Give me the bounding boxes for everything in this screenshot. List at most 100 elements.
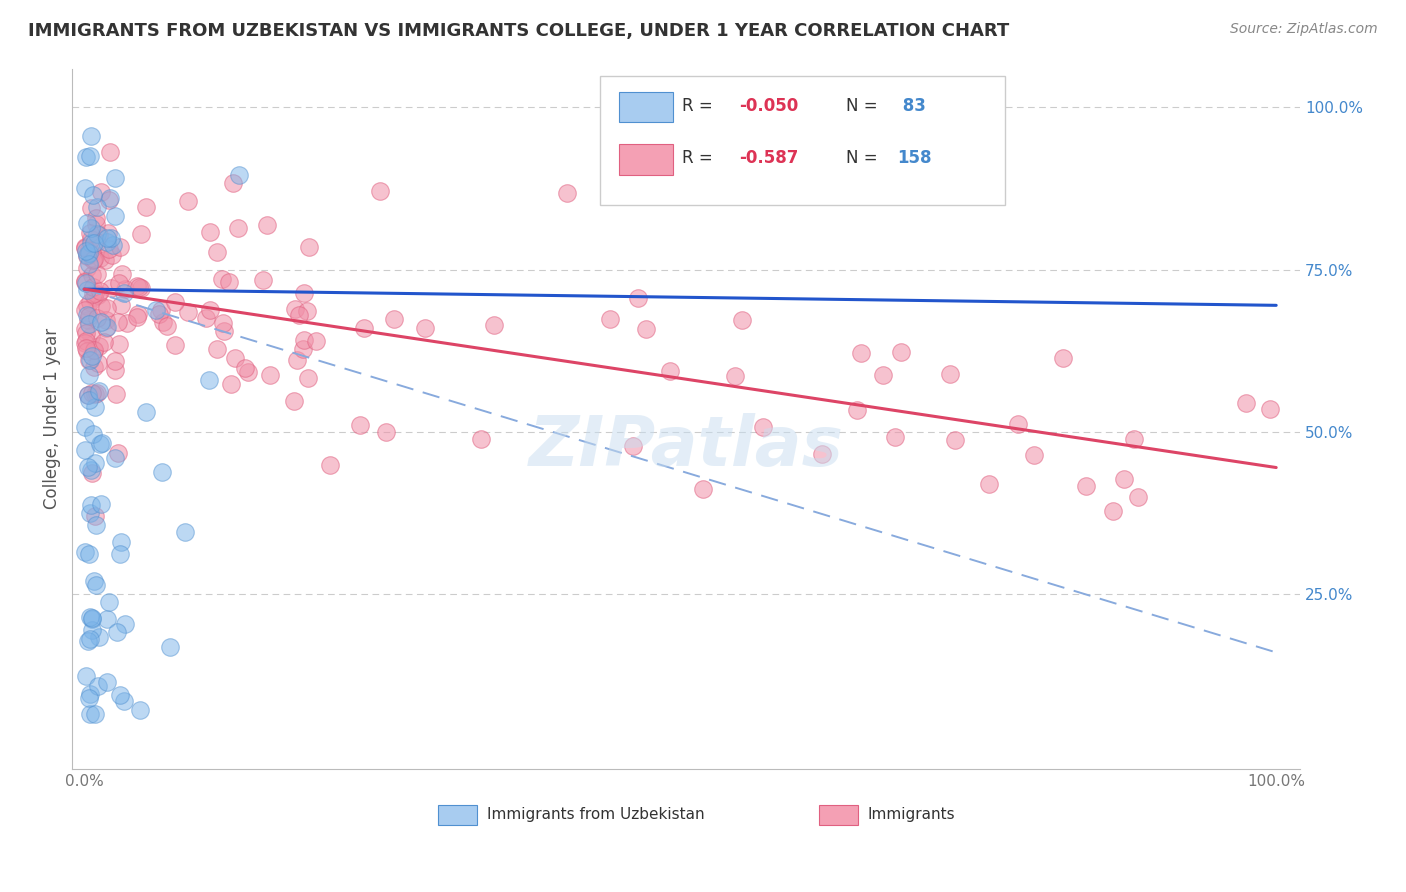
Point [148, 307, 170, 321]
Point [112, 285, 135, 300]
Point [82, 287, 104, 301]
Point [111, 267, 134, 281]
Point [76, 249, 98, 263]
Point [890, 344, 912, 359]
Point [1024, 448, 1046, 462]
Point [198, 225, 221, 239]
Point [482, 318, 505, 333]
Point [76, 299, 98, 313]
Point [382, 312, 405, 326]
Point [97, 226, 120, 240]
Point [724, 369, 747, 384]
Point [76, 308, 98, 322]
Point [112, 694, 135, 708]
Point [150, 465, 173, 479]
Point [83, 291, 105, 305]
Point [83, 235, 105, 250]
Point [288, 308, 311, 322]
Point [284, 301, 307, 316]
Point [80, 201, 103, 215]
Point [292, 333, 315, 347]
Point [939, 368, 962, 382]
Point [751, 419, 773, 434]
Point [79, 294, 101, 309]
Point [283, 394, 305, 409]
Point [110, 297, 132, 311]
Point [849, 346, 872, 360]
Point [135, 404, 157, 418]
Point [87, 227, 110, 242]
Point [86, 518, 108, 533]
Point [96, 235, 118, 250]
FancyBboxPatch shape [439, 805, 478, 824]
Point [75, 302, 97, 317]
Text: 83: 83 [897, 96, 927, 115]
Point [82, 252, 104, 267]
Point [79, 506, 101, 520]
Point [195, 310, 218, 325]
Text: Immigrants from Uzbekistan: Immigrants from Uzbekistan [488, 806, 704, 822]
Point [470, 432, 492, 446]
Point [82, 188, 104, 202]
Point [174, 524, 197, 539]
Text: -0.050: -0.050 [740, 96, 799, 115]
FancyBboxPatch shape [600, 76, 1005, 205]
Text: R =: R = [682, 149, 713, 167]
Point [84, 218, 107, 232]
Point [658, 364, 681, 378]
Point [105, 625, 128, 640]
Point [76, 260, 98, 275]
Point [224, 351, 246, 365]
Point [77, 313, 100, 327]
Point [87, 631, 110, 645]
Point [149, 302, 172, 317]
Point [82, 280, 104, 294]
Point [83, 360, 105, 375]
Point [1114, 472, 1136, 486]
Point [83, 343, 105, 358]
Point [89, 284, 111, 298]
Point [75, 244, 97, 258]
Point [94, 321, 117, 335]
Text: 158: 158 [897, 149, 932, 167]
Point [80, 329, 103, 343]
Point [82, 349, 104, 363]
Point [75, 322, 97, 336]
Point [212, 316, 235, 330]
Point [1074, 479, 1097, 493]
Point [75, 420, 97, 434]
Point [872, 368, 894, 382]
Point [76, 216, 98, 230]
Point [236, 365, 259, 379]
Point [110, 547, 132, 561]
Point [285, 353, 308, 368]
Point [86, 227, 108, 241]
Text: Immigrants: Immigrants [868, 806, 956, 822]
Point [77, 388, 100, 402]
Point [86, 386, 108, 401]
Point [77, 547, 100, 561]
Point [76, 344, 98, 359]
Point [159, 640, 181, 655]
Point [846, 403, 869, 417]
Point [125, 310, 148, 324]
Point [108, 240, 131, 254]
Point [80, 268, 103, 282]
Point [75, 240, 97, 254]
Point [413, 320, 436, 334]
Point [82, 427, 104, 442]
Point [1234, 396, 1257, 410]
Point [90, 436, 112, 450]
Point [75, 275, 97, 289]
Point [89, 339, 111, 353]
Point [98, 191, 121, 205]
Point [80, 463, 103, 477]
Point [104, 387, 127, 401]
Point [79, 353, 101, 368]
Point [97, 242, 120, 256]
Point [97, 193, 120, 207]
Point [692, 482, 714, 496]
Point [108, 688, 131, 702]
Point [83, 456, 105, 470]
FancyBboxPatch shape [818, 805, 858, 824]
